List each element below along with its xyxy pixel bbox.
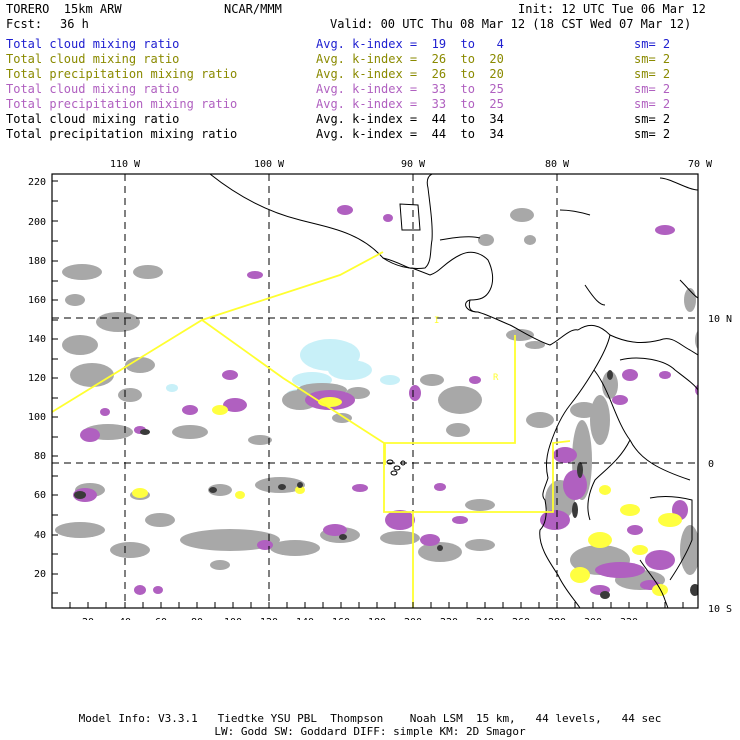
legend-smoothing: sm= 2 xyxy=(634,97,671,111)
x-tick-label: 280 xyxy=(548,617,566,620)
region-outline xyxy=(51,251,571,608)
x-tick-label: 80 xyxy=(191,617,203,620)
y-tick-label: 220 xyxy=(28,177,46,188)
legend-smoothing: sm= 2 xyxy=(634,52,671,66)
legend-field-label: Total precipitation mixing ratio xyxy=(6,127,238,141)
x-tick-label: 220 xyxy=(440,617,458,620)
dark-core-field xyxy=(74,370,698,599)
forecast-hour: 36 h xyxy=(60,17,89,31)
legend-kindex-range: Avg. k-index = 33 to 25 xyxy=(316,82,504,96)
legend-kindex-range: Avg. k-index = 44 to 34 xyxy=(316,112,504,126)
model-info-line2: LW: Godd SW: Goddard DIFF: simple KM: 2D… xyxy=(214,725,526,738)
y-tick-label: 200 xyxy=(28,217,46,228)
y-ticks xyxy=(52,180,58,594)
x-tick-label: 240 xyxy=(476,617,494,620)
legend-field-label: Total cloud mixing ratio xyxy=(6,82,180,96)
legend-row: Total precipitation mixing ratio Avg. k-i… xyxy=(0,67,740,82)
x-tick-label: 140 xyxy=(296,617,314,620)
y-tick-label: 20 xyxy=(34,569,46,580)
y-tick-label: 120 xyxy=(28,373,46,384)
x-tick-label: 60 xyxy=(155,617,167,620)
legend-kindex-range: Avg. k-index = 44 to 34 xyxy=(316,127,504,141)
legend-field-label: Total cloud mixing ratio xyxy=(6,37,180,51)
lon-label-90w: 90 W xyxy=(401,159,426,170)
x-ticks xyxy=(69,602,684,608)
x-tick-label: 260 xyxy=(512,617,530,620)
lat-label-10n: 10 N xyxy=(708,314,732,325)
legend-field-label: Total cloud mixing ratio xyxy=(6,112,180,126)
legend-smoothing: sm= 2 xyxy=(634,127,671,141)
lon-label-80w: 80 W xyxy=(545,159,570,170)
forecast-label: Fcst: xyxy=(6,17,43,31)
y-tick-label: 60 xyxy=(34,490,46,501)
legend-smoothing: sm= 2 xyxy=(634,37,671,51)
x-tick-label: 180 xyxy=(368,617,386,620)
svg-text:R: R xyxy=(493,373,499,383)
x-tick-label: 300 xyxy=(584,617,602,620)
legend-row: Total cloud mixing ratio Avg. k-index = 4… xyxy=(0,112,740,127)
coastlines xyxy=(209,174,698,608)
plot-frame xyxy=(51,173,699,609)
legend-field-label: Total cloud mixing ratio xyxy=(6,52,180,66)
legend-field-label: Total precipitation mixing ratio xyxy=(6,67,238,81)
lon-label-70w: 70 W xyxy=(688,159,713,170)
y-tick-label: 40 xyxy=(34,530,46,541)
region-markers: I R xyxy=(434,316,499,383)
legend-field-label: Total precipitation mixing ratio xyxy=(6,97,238,111)
y-tick-label: 180 xyxy=(28,256,46,267)
lat-label-10s: 10 S xyxy=(708,604,732,615)
legend-kindex-range: Avg. k-index = 33 to 25 xyxy=(316,97,504,111)
legend-row: Total precipitation mixing ratio Avg. k-i… xyxy=(0,97,740,112)
graticule xyxy=(52,174,698,608)
x-tick-label: 20 xyxy=(82,617,94,620)
purple-precip-field xyxy=(73,205,698,595)
init-time: Init: 12 UTC Tue 06 Mar 12 xyxy=(518,2,706,16)
lat-label-0: 0 xyxy=(708,459,714,470)
x-tick-label: 200 xyxy=(404,617,422,620)
forecast-map: I R 110 W xyxy=(28,159,732,620)
legend-row: Total cloud mixing ratio Avg. k-index = 3… xyxy=(0,82,740,97)
yellow-precip-field xyxy=(132,397,682,596)
legend-row: Total cloud mixing ratio Avg. k-index = 1… xyxy=(0,37,740,52)
x-tick-label: 320 xyxy=(620,617,638,620)
org-label: NCAR/MMM xyxy=(224,2,282,16)
y-tick-label: 140 xyxy=(28,334,46,345)
legend-kindex-range: Avg. k-index = 19 to 4 xyxy=(316,37,504,51)
model-info-line1: Model Info: V3.3.1 Tiedtke YSU PBL Thomp… xyxy=(78,712,662,725)
lon-label-100w: 100 W xyxy=(254,159,285,170)
x-tick-label: 120 xyxy=(260,617,278,620)
y-tick-label: 100 xyxy=(28,412,46,423)
lon-label-110w: 110 W xyxy=(110,159,141,170)
legend-kindex-range: Avg. k-index = 26 to 20 xyxy=(316,67,504,81)
x-tick-label: 100 xyxy=(224,617,242,620)
model-title: TORERO 15km ARW xyxy=(6,2,122,16)
y-tick-label: 160 xyxy=(28,295,46,306)
legend-row: Total cloud mixing ratio Avg. k-index = 2… xyxy=(0,52,740,67)
valid-time: Valid: 00 UTC Thu 08 Mar 12 (18 CST Wed … xyxy=(330,17,692,31)
field-layer xyxy=(55,205,698,599)
legend-smoothing: sm= 2 xyxy=(634,67,671,81)
legend-smoothing: sm= 2 xyxy=(634,112,671,126)
svg-text:I: I xyxy=(434,316,439,326)
x-tick-label: 160 xyxy=(332,617,350,620)
x-tick-label: 40 xyxy=(119,617,131,620)
legend-row: Total precipitation mixing ratio Avg. k-i… xyxy=(0,127,740,142)
legend-kindex-range: Avg. k-index = 26 to 20 xyxy=(316,52,504,66)
y-tick-label: 80 xyxy=(34,451,46,462)
legend-smoothing: sm= 2 xyxy=(634,82,671,96)
